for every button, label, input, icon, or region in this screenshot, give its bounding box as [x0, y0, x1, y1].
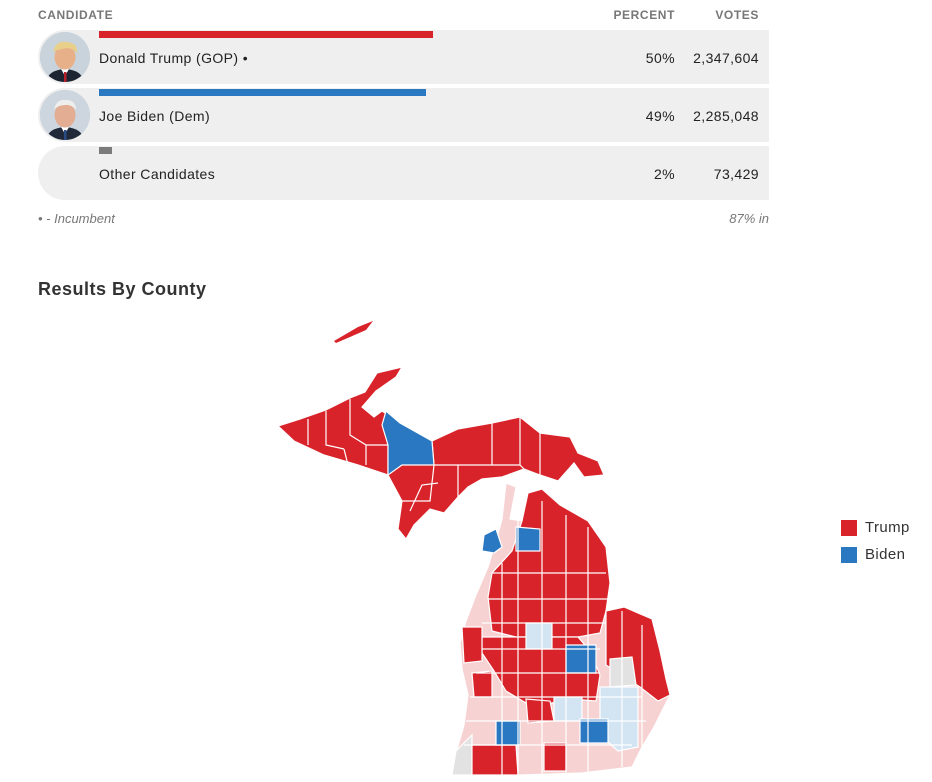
candidate-percent: 49%: [645, 108, 675, 124]
legend-label: Trump: [865, 519, 910, 536]
header-candidate: CANDIDATE: [38, 8, 114, 22]
county-kalamazoo[interactable]: [495, 720, 521, 746]
candidate-name: Other Candidates: [99, 166, 216, 182]
county-no-data-east[interactable]: [609, 656, 637, 688]
candidate-name: Joe Biden (Dem): [99, 108, 211, 124]
reporting-status: 87% in: [729, 211, 769, 226]
candidate-votes: 73,429: [713, 166, 759, 182]
county-leelanau[interactable]: [481, 528, 503, 554]
section-title: Results By County: [38, 279, 207, 299]
county-grand-traverse[interactable]: [515, 526, 541, 552]
header-votes: VOTES: [715, 8, 759, 22]
county-southern-east[interactable]: [543, 742, 567, 772]
header-percent: PERCENT: [613, 8, 675, 22]
trump-photo-icon: [40, 32, 90, 82]
table-header: CANDIDATE PERCENT VOTES: [38, 8, 769, 24]
candidate-row-biden: Joe Biden (Dem) 49% 2,285,048: [38, 88, 769, 142]
county-south-central[interactable]: [525, 698, 555, 724]
candidate-row-other: Other Candidates 2% 73,429: [38, 146, 769, 200]
lower-peninsula-county-lines: [464, 501, 646, 775]
county-washtenaw[interactable]: [579, 718, 609, 744]
county-lean-biden-central[interactable]: [525, 622, 553, 650]
legend-swatch: [841, 520, 857, 536]
county-marquette[interactable]: [381, 409, 435, 477]
candidate-row-trump: Donald Trump (GOP) • 50% 2,347,604: [38, 30, 769, 84]
candidate-percent: 2%: [653, 166, 675, 182]
county-lean-biden-south[interactable]: [553, 696, 583, 722]
county-block-southern[interactable]: [469, 744, 519, 775]
candidate-name: Donald Trump (GOP) •: [99, 50, 249, 66]
county-west-shore-south[interactable]: [471, 670, 493, 698]
county-west-shore[interactable]: [461, 626, 483, 664]
upper-peninsula: [276, 366, 605, 541]
vote-share-bar: [99, 89, 426, 96]
vote-share-bar: [99, 31, 433, 38]
county-results-map[interactable]: [270, 315, 670, 775]
legend-label: Biden: [865, 546, 906, 563]
candidate-percent: 50%: [645, 50, 675, 66]
county-isle-royale[interactable]: [334, 321, 373, 343]
biden-photo-icon: [40, 90, 90, 140]
candidate-votes: 2,347,604: [693, 50, 759, 66]
legend-swatch: [841, 547, 857, 563]
vote-share-bar: [99, 147, 112, 154]
candidate-votes: 2,285,048: [693, 108, 759, 124]
incumbent-footnote: • - Incumbent: [38, 211, 115, 226]
